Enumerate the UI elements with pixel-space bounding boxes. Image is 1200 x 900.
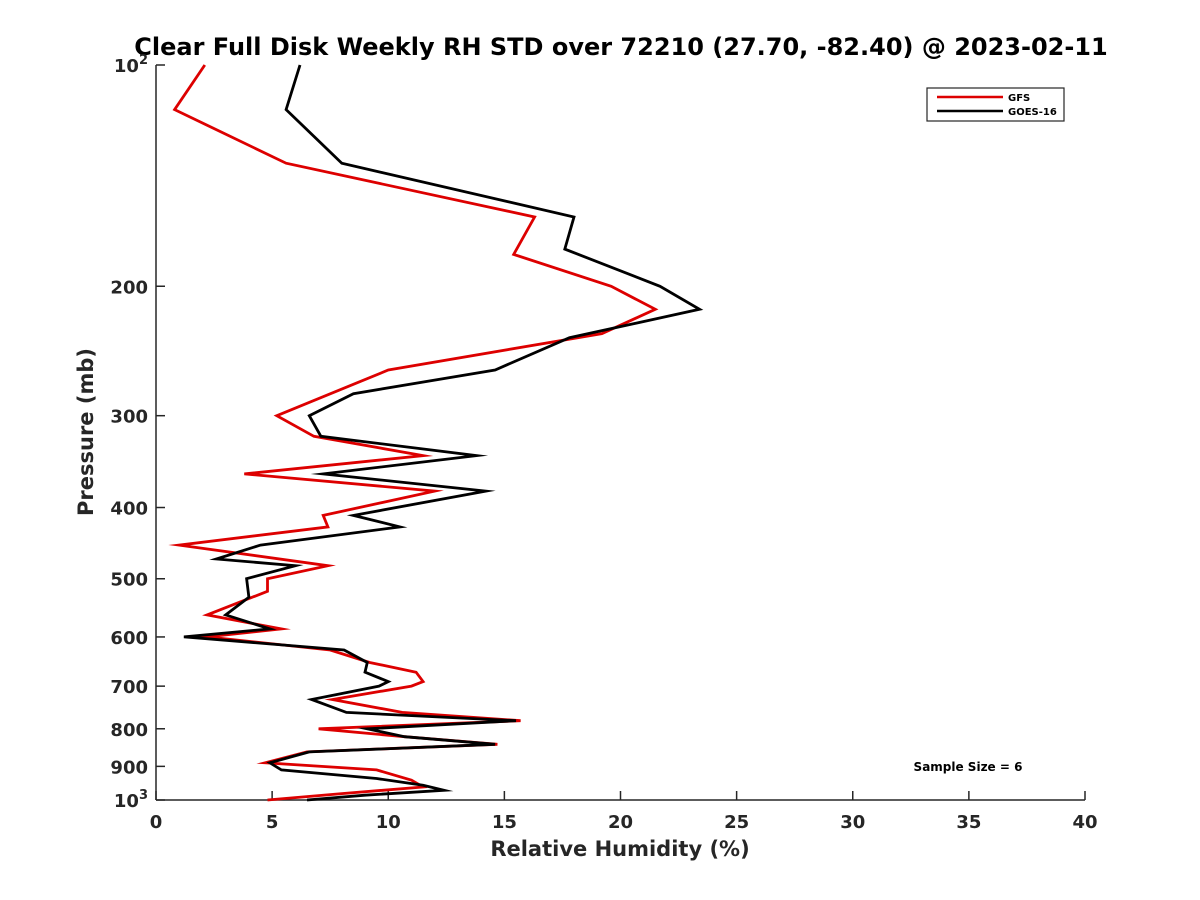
- y-tick-label: 700: [110, 677, 148, 698]
- y-tick-label: 800: [110, 720, 148, 741]
- plot-area: 0 5 10 15 20 25 30 35 40 10220030040050060070080…: [110, 53, 1097, 833]
- x-tick-label: 30: [840, 812, 865, 833]
- y-tick-base: 10: [114, 56, 139, 77]
- x-tick-label: 25: [724, 812, 749, 833]
- legend: GFS GOES-16: [926, 87, 1065, 122]
- x-tick-label: 35: [956, 812, 981, 833]
- x-tick-label: 20: [608, 812, 633, 833]
- y-axis-label: Pressure (mb): [74, 348, 98, 516]
- x-tick-label: 40: [1072, 812, 1097, 833]
- sample-size-annotation: Sample Size = 6: [914, 760, 1023, 774]
- y-tick-label: 102: [114, 53, 148, 77]
- y-tick-label: 500: [110, 570, 148, 591]
- y-tick-label: 600: [110, 628, 148, 649]
- legend-label-goes16: GOES-16: [1008, 107, 1057, 118]
- y-tick-exponent: 3: [139, 788, 148, 803]
- y-tick-label: 103: [114, 788, 148, 812]
- series-line-goes16: [183, 64, 704, 802]
- x-tick-label: 15: [492, 812, 517, 833]
- x-tick-label: 0: [150, 812, 163, 833]
- x-tick-label: 10: [376, 812, 401, 833]
- y-tick-base: 10: [114, 791, 139, 812]
- x-axis-label: Relative Humidity (%): [490, 837, 749, 861]
- legend-box: [926, 87, 1065, 122]
- series-group: [168, 64, 704, 802]
- legend-label-gfs: GFS: [1008, 93, 1030, 104]
- y-tick-label: 300: [110, 407, 148, 428]
- x-tick-label: 5: [266, 812, 279, 833]
- chart-title: Clear Full Disk Weekly RH STD over 72210…: [134, 33, 1107, 61]
- x-ticks: 0 5 10 15 20 25 30 35 40: [150, 791, 1098, 833]
- y-tick-label: 400: [110, 499, 148, 520]
- y-tick-label: 200: [110, 277, 148, 298]
- series-line-gfs: [168, 64, 659, 802]
- y-tick-exponent: 2: [139, 53, 148, 68]
- y-tick-label: 900: [110, 757, 148, 778]
